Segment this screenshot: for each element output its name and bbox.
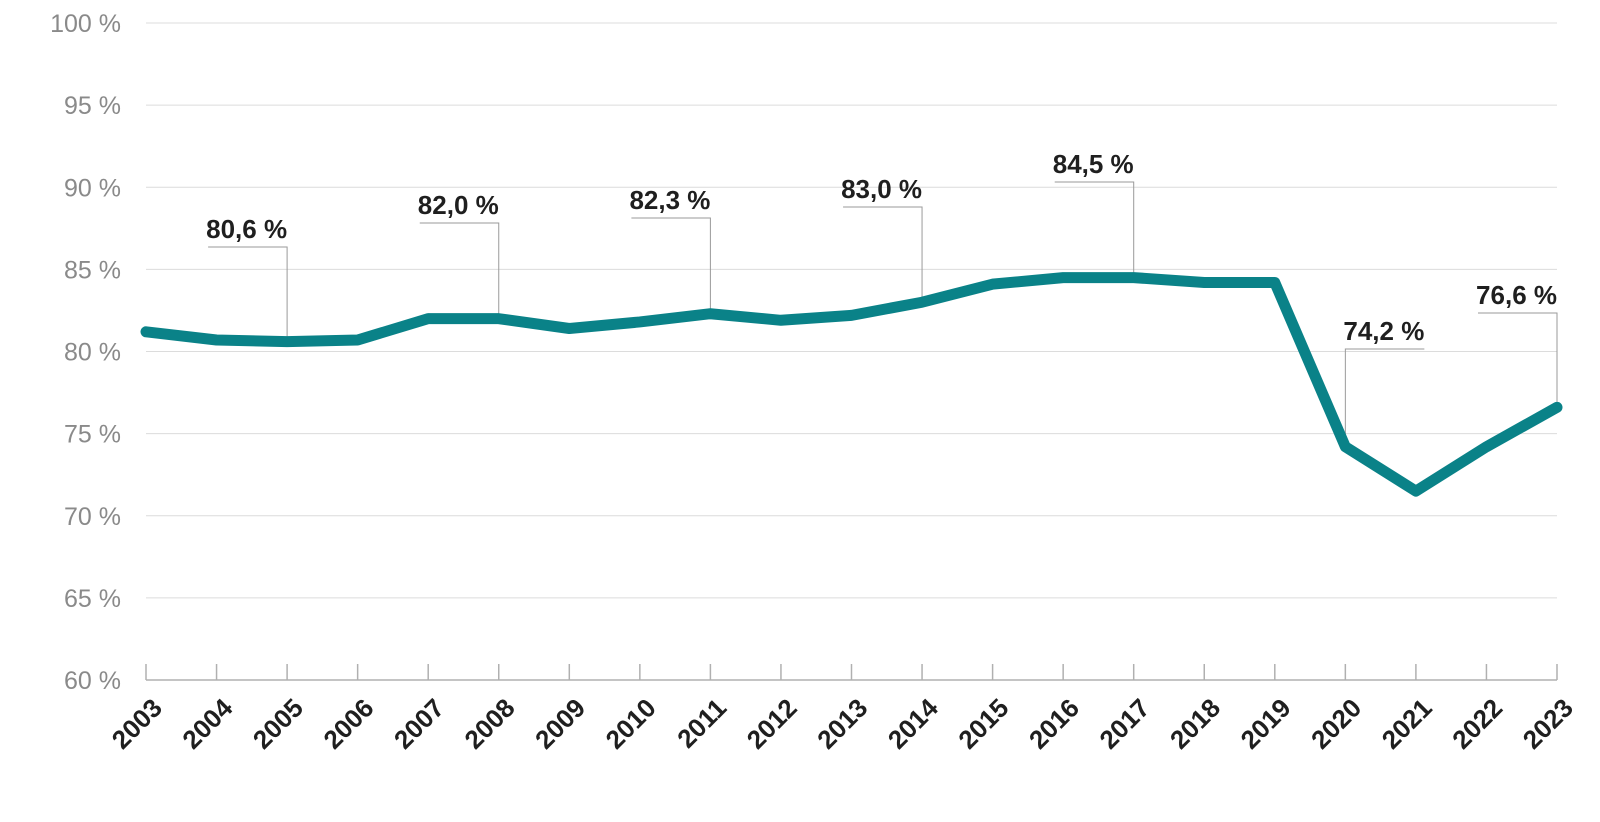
- x-tick-label: 2014: [882, 692, 944, 754]
- data-point: [992, 283, 994, 285]
- x-axis: [145, 664, 1558, 681]
- data-point: [1203, 282, 1205, 284]
- data-label: 82,3 %: [629, 185, 710, 215]
- data-point: [1556, 406, 1558, 408]
- data-label: 84,5 %: [1053, 149, 1134, 179]
- x-tick-label: 2007: [388, 693, 450, 755]
- data-point: [1485, 446, 1487, 448]
- x-tick-label: 2020: [1305, 693, 1367, 755]
- y-tick-label: 70 %: [64, 503, 121, 531]
- x-tick-label: 2004: [176, 692, 238, 754]
- data-point: [851, 314, 852, 316]
- x-tick-label: 2013: [811, 693, 873, 755]
- x-tick-label: 2008: [458, 693, 520, 755]
- data-label: 76,6 %: [1476, 280, 1557, 310]
- data-point: [1344, 446, 1346, 448]
- data-label: 82,0 %: [418, 190, 499, 220]
- data-point: [1062, 277, 1064, 279]
- annotation-leader: [419, 222, 500, 319]
- x-tick-label: 2022: [1446, 693, 1508, 755]
- x-tick-label: 2006: [317, 693, 379, 755]
- annotation-leader: [843, 206, 923, 303]
- data-point: [357, 339, 359, 341]
- x-tick-label: 2005: [247, 693, 309, 755]
- gridlines: [146, 22, 1557, 599]
- series: [140, 272, 1563, 497]
- annotation-leader: [1054, 181, 1135, 278]
- data-point: [921, 301, 923, 303]
- data-label: 83,0 %: [841, 174, 922, 204]
- annotation-leader: [1344, 348, 1425, 447]
- y-tick-label: 65 %: [64, 585, 121, 613]
- y-tick-label: 90 %: [64, 174, 121, 202]
- x-axis-ticks: 2003 2004 2005 2006 2007 2008 2009 2010 2011 2012…: [106, 692, 1579, 754]
- x-tick-label: 2019: [1235, 693, 1297, 755]
- y-tick-label: 85 %: [64, 256, 121, 284]
- data-point: [286, 341, 288, 343]
- annotation-leader: [208, 246, 288, 342]
- data-label: 80,6 %: [206, 214, 287, 244]
- data-labels: 80,6 % 82,0 % 82,3 % 83,0 % 84,5 % 74,2 % 76,6…: [206, 149, 1557, 346]
- x-tick-label: 2009: [529, 693, 591, 755]
- data-point: [639, 321, 641, 323]
- x-tick-label: 2015: [952, 693, 1014, 755]
- x-tick-label: 2010: [600, 693, 662, 755]
- y-tick-label: 100 %: [50, 10, 121, 38]
- x-tick-label: 2003: [106, 693, 168, 755]
- data-point: [1415, 490, 1417, 492]
- y-tick-label: 75 %: [64, 421, 121, 449]
- data-point: [216, 339, 218, 341]
- data-point: [427, 318, 429, 320]
- annotation-leaders: [208, 181, 1558, 447]
- data-point: [1274, 282, 1276, 284]
- x-tick-label: 2021: [1376, 693, 1438, 755]
- data-point: [780, 319, 782, 321]
- y-tick-label: 60 %: [64, 667, 121, 695]
- annotation-leader: [631, 217, 711, 314]
- y-tick-label: 95 %: [64, 92, 121, 120]
- data-point: [498, 318, 500, 320]
- x-tick-label: 2023: [1517, 693, 1579, 755]
- data-point: [145, 331, 147, 333]
- y-axis-ticks: 60 % 65 % 70 % 75 % 80 % 85 % 90 % 95 % 100 %: [50, 10, 121, 695]
- x-tick-label: 2016: [1023, 693, 1085, 755]
- data-label: 74,2 %: [1343, 316, 1424, 346]
- x-tick-label: 2011: [671, 693, 732, 754]
- y-tick-label: 80 %: [64, 339, 121, 367]
- data-point: [709, 313, 711, 315]
- annotation-leader: [1478, 312, 1558, 408]
- x-tick-label: 2017: [1093, 693, 1155, 755]
- x-tick-label: 2018: [1164, 693, 1226, 755]
- data-point: [568, 328, 570, 330]
- data-point: [1133, 277, 1135, 279]
- x-tick-label: 2012: [741, 693, 803, 755]
